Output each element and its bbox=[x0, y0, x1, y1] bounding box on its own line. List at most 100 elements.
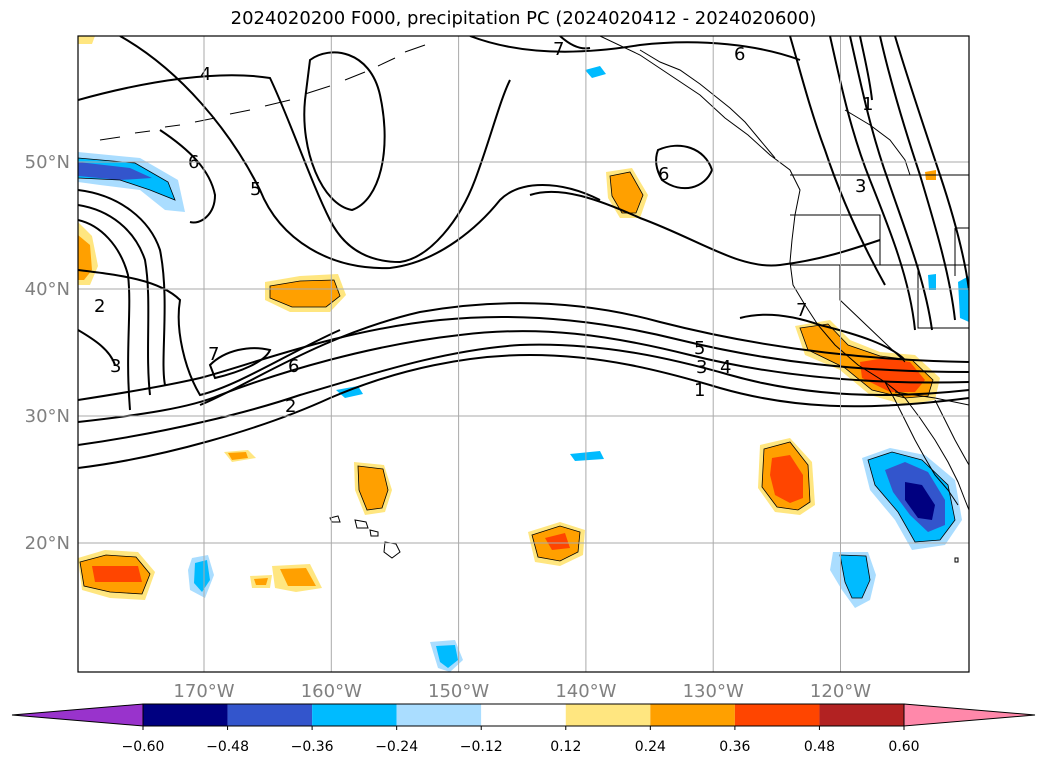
outline-sw-a bbox=[79, 554, 151, 595]
alaska-coast-detail bbox=[639, 49, 776, 159]
colorbar-extend-high bbox=[903, 703, 1036, 727]
pos-anomaly-sw-b-core bbox=[280, 568, 316, 586]
pos-anomaly-gulf-core bbox=[610, 172, 643, 213]
pos-anomaly-small-b bbox=[78, 36, 95, 44]
contour-label-6-a: 6 bbox=[288, 356, 299, 377]
contour-upper-4 bbox=[78, 74, 511, 264]
contour-label-6-c: 6 bbox=[658, 164, 669, 185]
lon-label: 130°W bbox=[683, 681, 744, 702]
pos-anomaly-california-strong bbox=[860, 358, 925, 392]
outline-nw bbox=[78, 157, 176, 201]
contour-gulf-6 bbox=[655, 144, 714, 190]
contour-lines bbox=[78, 36, 969, 469]
shading-layer bbox=[78, 36, 969, 672]
contour-label-4-b: 4 bbox=[200, 64, 211, 85]
contour-4-main bbox=[78, 315, 969, 401]
hawaii-island-2 bbox=[354, 519, 369, 529]
lon-label: 150°W bbox=[428, 681, 489, 702]
contour-label-4-a: 4 bbox=[720, 357, 731, 378]
colorbar-swatch bbox=[312, 704, 397, 726]
contour-label-7-a: 7 bbox=[208, 344, 219, 365]
neg-anomaly-south-core bbox=[436, 645, 458, 668]
colorbar-label: 0.24 bbox=[635, 739, 666, 755]
contour-label-3-c: 3 bbox=[855, 176, 866, 197]
colorbar-swatch bbox=[734, 704, 820, 726]
contour-label-7-c: 7 bbox=[553, 39, 564, 60]
contour-east-5 bbox=[849, 36, 933, 331]
pos-anomaly-small-a-core bbox=[228, 452, 248, 460]
shading-outlines bbox=[78, 157, 956, 599]
pos-anomaly-east-pac-strong bbox=[770, 455, 803, 503]
colorbar-label: −0.48 bbox=[206, 739, 249, 755]
contour-label-2-b: 2 bbox=[94, 296, 105, 317]
gridlines bbox=[78, 36, 969, 672]
contour-7-small bbox=[208, 347, 272, 380]
contour-inner-loop bbox=[303, 51, 386, 212]
outline-hawaii bbox=[357, 465, 389, 511]
lat-label: 50°N bbox=[25, 152, 70, 173]
neg-anomaly-small-1 bbox=[336, 386, 363, 398]
contour-left-1 bbox=[78, 189, 166, 386]
contour-label-1-b: 1 bbox=[862, 94, 873, 115]
colorbar-frame bbox=[142, 703, 905, 727]
pos-anomaly-west-core bbox=[78, 235, 92, 280]
colorbar-label: −0.60 bbox=[122, 739, 165, 755]
lon-label: 140°W bbox=[555, 681, 616, 702]
hawaii-island-3 bbox=[369, 529, 379, 537]
contour-left-3 bbox=[78, 219, 131, 411]
contour-label-3-a: 3 bbox=[696, 357, 707, 378]
state-border-nv-az bbox=[917, 265, 969, 329]
colorbar-label: −0.12 bbox=[460, 739, 503, 755]
colorbar-extend-low bbox=[11, 703, 144, 727]
neg-anomaly-nw-strong bbox=[78, 162, 152, 180]
contour-label-1-a: 1 bbox=[694, 380, 705, 401]
state-border-wa-or bbox=[790, 214, 881, 265]
contour-label-7-b: 7 bbox=[796, 300, 807, 321]
pos-anomaly-sw-c-core bbox=[254, 578, 268, 585]
contour-label-5-a: 5 bbox=[694, 338, 705, 359]
contour-top-6 bbox=[469, 36, 801, 61]
neg-anomaly-east bbox=[958, 276, 969, 322]
colorbar-label: −0.24 bbox=[375, 739, 418, 755]
contour-6-main bbox=[78, 269, 341, 397]
outline-baja bbox=[867, 451, 956, 543]
neg-anomaly-small-3 bbox=[585, 66, 606, 78]
canada-interior-border bbox=[844, 109, 911, 176]
pos-anomaly-n-central-core bbox=[270, 280, 340, 307]
contour-label-2-a: 2 bbox=[285, 396, 296, 417]
contour-east-4 bbox=[879, 36, 956, 321]
contour-1-main bbox=[78, 353, 969, 469]
outline-sw bbox=[839, 554, 871, 599]
contour-3-main bbox=[78, 330, 969, 423]
lat-label: 20°N bbox=[25, 533, 70, 554]
colorbar-swatch bbox=[143, 704, 228, 726]
contour-east-6 bbox=[829, 36, 916, 331]
outline-central-s bbox=[531, 525, 581, 562]
colorbar-swatch bbox=[481, 704, 566, 726]
contour-5-main bbox=[199, 302, 969, 406]
contour-upper-5 bbox=[119, 36, 601, 270]
north-american-coast bbox=[599, 36, 969, 511]
pos-anomaly-hawaii-core bbox=[358, 466, 388, 510]
contour-left-2 bbox=[78, 204, 151, 396]
outline-east-pac bbox=[761, 441, 811, 511]
contour-east-1 bbox=[859, 36, 873, 101]
pos-anomaly-central-s-strong bbox=[545, 533, 570, 550]
outline-california bbox=[799, 323, 934, 399]
neg-anomaly-hawaii-w-core bbox=[194, 560, 210, 592]
map-content: 1 1 2 2 3 3 3 4 4 5 5 6 6 6 6 7 7 7 bbox=[78, 36, 969, 672]
aleutian-islands bbox=[99, 44, 426, 141]
colorbar-swatch bbox=[650, 704, 735, 726]
colorbar-label: 0.60 bbox=[888, 739, 919, 755]
colorbar-label: 0.36 bbox=[719, 739, 750, 755]
neg-anomaly-small-2 bbox=[570, 451, 604, 461]
hawaii-big-island bbox=[383, 541, 401, 559]
gulf-of-california-coast bbox=[934, 399, 969, 466]
colorbar-label: 0.12 bbox=[550, 739, 581, 755]
lon-label: 170°W bbox=[173, 681, 234, 702]
contour-east-7 bbox=[739, 313, 906, 361]
contour-ridge bbox=[529, 190, 881, 267]
guadalupe-island bbox=[954, 557, 959, 563]
colorbar-swatch bbox=[396, 704, 482, 726]
